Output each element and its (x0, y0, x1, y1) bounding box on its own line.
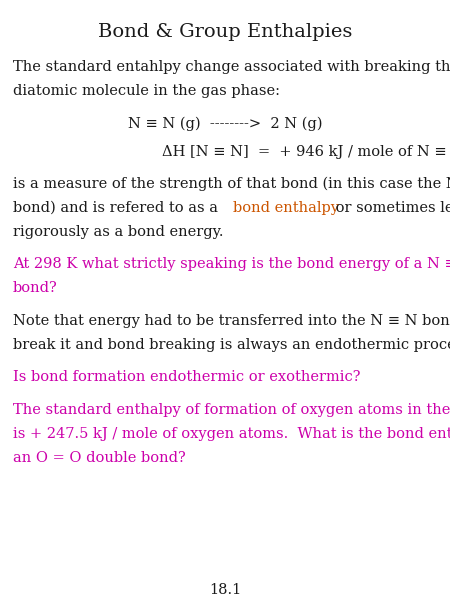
Text: Note that energy had to be transferred into the N ≡ N bond in order to: Note that energy had to be transferred i… (13, 314, 450, 328)
Text: Bond & Group Enthalpies: Bond & Group Enthalpies (98, 23, 352, 41)
Text: bond?: bond? (13, 281, 57, 295)
Text: bond enthalpy: bond enthalpy (233, 201, 338, 215)
Text: Is bond formation endothermic or exothermic?: Is bond formation endothermic or exother… (13, 370, 360, 384)
Text: The standard entahlpy change associated with breaking the bond in a: The standard entahlpy change associated … (13, 60, 450, 74)
Text: bond) and is refered to as a: bond) and is refered to as a (13, 201, 222, 215)
Text: At 298 K what strictly speaking is the bond energy of a N ≡ N triple: At 298 K what strictly speaking is the b… (13, 257, 450, 271)
Text: The standard enthalpy of formation of oxygen atoms in the gas phase: The standard enthalpy of formation of ox… (13, 403, 450, 416)
Text: break it and bond breaking is always an endothermic process.: break it and bond breaking is always an … (13, 338, 450, 352)
Text: is + 247.5 kJ / mole of oxygen atoms.  What is the bond enthalpy of: is + 247.5 kJ / mole of oxygen atoms. Wh… (13, 427, 450, 440)
Text: N ≡ N (g)  -------->  2 N (g): N ≡ N (g) --------> 2 N (g) (128, 116, 322, 131)
Text: is a measure of the strength of that bond (in this case the N ≡ N triple: is a measure of the strength of that bon… (13, 177, 450, 191)
Text: rigorously as a bond energy.: rigorously as a bond energy. (13, 225, 223, 239)
Text: an O = O double bond?: an O = O double bond? (13, 451, 185, 464)
Text: ΔH [N ≡ N]  =  + 946 kJ / mole of N ≡ N bonds: ΔH [N ≡ N] = + 946 kJ / mole of N ≡ N bo… (162, 145, 450, 158)
Text: 18.1: 18.1 (209, 583, 241, 597)
Text: diatomic molecule in the gas phase:: diatomic molecule in the gas phase: (13, 84, 279, 98)
Text: or sometimes less: or sometimes less (331, 201, 450, 215)
